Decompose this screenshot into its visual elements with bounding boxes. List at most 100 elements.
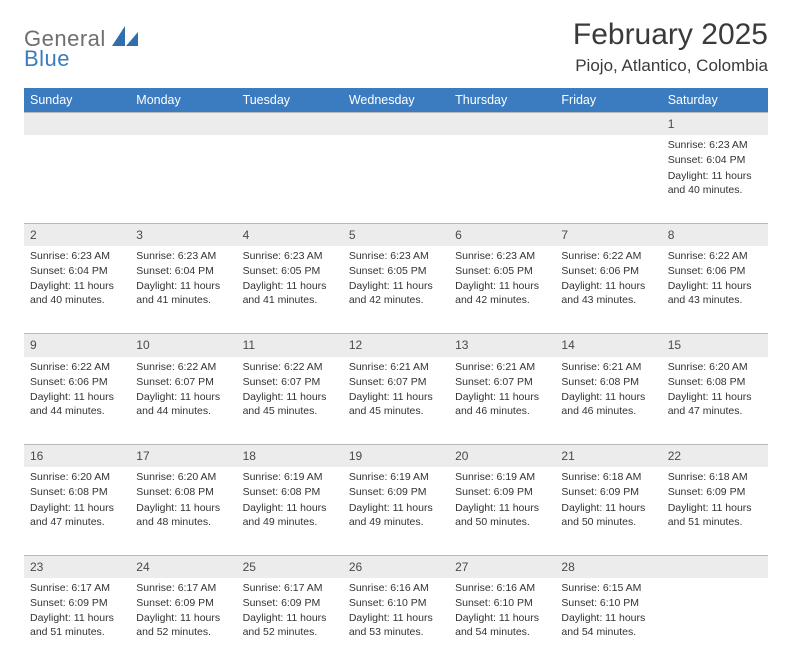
day-16-cell: Sunrise: 6:20 AMSunset: 6:08 PMDaylight:…	[24, 467, 130, 555]
sunrise-line: Sunrise: 6:17 AM	[30, 581, 124, 595]
sunset-line: Sunset: 6:06 PM	[30, 375, 124, 389]
daylight-line: Daylight: 11 hours and 54 minutes.	[561, 611, 655, 639]
week-0-body: Sunrise: 6:23 AMSunset: 6:04 PMDaylight:…	[24, 135, 768, 223]
daylight-line: Daylight: 11 hours and 44 minutes.	[30, 390, 124, 418]
daynum-13: 13	[449, 334, 555, 357]
daylight-line: Daylight: 11 hours and 49 minutes.	[243, 501, 337, 529]
daylight-line: Daylight: 11 hours and 42 minutes.	[349, 279, 443, 307]
daynum-17: 17	[130, 445, 236, 468]
daynum-9: 9	[24, 334, 130, 357]
week-1-body: Sunrise: 6:23 AMSunset: 6:04 PMDaylight:…	[24, 246, 768, 334]
daynum-28: 28	[555, 555, 661, 578]
sunrise-line: Sunrise: 6:20 AM	[30, 470, 124, 484]
day-23-cell: Sunrise: 6:17 AMSunset: 6:09 PMDaylight:…	[24, 578, 130, 666]
sunset-line: Sunset: 6:09 PM	[349, 485, 443, 499]
sunset-line: Sunset: 6:09 PM	[561, 485, 655, 499]
sunset-line: Sunset: 6:05 PM	[455, 264, 549, 278]
sunset-line: Sunset: 6:08 PM	[136, 485, 230, 499]
daynum-19: 19	[343, 445, 449, 468]
week-3-body: Sunrise: 6:20 AMSunset: 6:08 PMDaylight:…	[24, 467, 768, 555]
daylight-line: Daylight: 11 hours and 48 minutes.	[136, 501, 230, 529]
sunrise-line: Sunrise: 6:22 AM	[30, 360, 124, 374]
day-empty	[130, 135, 236, 223]
daynum-7: 7	[555, 223, 661, 246]
weekday-saturday: Saturday	[662, 88, 768, 113]
daynum-1: 1	[662, 113, 768, 136]
daynum-18: 18	[237, 445, 343, 468]
sunrise-line: Sunrise: 6:20 AM	[668, 360, 762, 374]
daynum-8: 8	[662, 223, 768, 246]
daynum-15: 15	[662, 334, 768, 357]
daynum-empty	[237, 113, 343, 136]
daylight-line: Daylight: 11 hours and 46 minutes.	[455, 390, 549, 418]
day-10-cell: Sunrise: 6:22 AMSunset: 6:07 PMDaylight:…	[130, 357, 236, 445]
week-0-daynums: 1	[24, 113, 768, 136]
daynum-27: 27	[449, 555, 555, 578]
weekday-tuesday: Tuesday	[237, 88, 343, 113]
sunset-line: Sunset: 6:04 PM	[30, 264, 124, 278]
sunset-line: Sunset: 6:10 PM	[455, 596, 549, 610]
daylight-line: Daylight: 11 hours and 44 minutes.	[136, 390, 230, 418]
daynum-empty	[343, 113, 449, 136]
daylight-line: Daylight: 11 hours and 46 minutes.	[561, 390, 655, 418]
sunset-line: Sunset: 6:06 PM	[668, 264, 762, 278]
day-empty	[24, 135, 130, 223]
sunset-line: Sunset: 6:08 PM	[561, 375, 655, 389]
daylight-line: Daylight: 11 hours and 43 minutes.	[561, 279, 655, 307]
weekday-thursday: Thursday	[449, 88, 555, 113]
daylight-line: Daylight: 11 hours and 54 minutes.	[455, 611, 549, 639]
sunset-line: Sunset: 6:08 PM	[243, 485, 337, 499]
daylight-line: Daylight: 11 hours and 41 minutes.	[136, 279, 230, 307]
sunset-line: Sunset: 6:06 PM	[561, 264, 655, 278]
weekday-monday: Monday	[130, 88, 236, 113]
daynum-23: 23	[24, 555, 130, 578]
weekday-wednesday: Wednesday	[343, 88, 449, 113]
daynum-5: 5	[343, 223, 449, 246]
daynum-16: 16	[24, 445, 130, 468]
sunset-line: Sunset: 6:05 PM	[349, 264, 443, 278]
sunset-line: Sunset: 6:09 PM	[668, 485, 762, 499]
sunset-line: Sunset: 6:09 PM	[243, 596, 337, 610]
sunrise-line: Sunrise: 6:19 AM	[455, 470, 549, 484]
sunrise-line: Sunrise: 6:17 AM	[136, 581, 230, 595]
sunset-line: Sunset: 6:08 PM	[668, 375, 762, 389]
day-empty	[343, 135, 449, 223]
day-22-cell: Sunrise: 6:18 AMSunset: 6:09 PMDaylight:…	[662, 467, 768, 555]
daynum-12: 12	[343, 334, 449, 357]
day-26-cell: Sunrise: 6:16 AMSunset: 6:10 PMDaylight:…	[343, 578, 449, 666]
daynum-empty	[555, 113, 661, 136]
weekday-sunday: Sunday	[24, 88, 130, 113]
sunrise-line: Sunrise: 6:22 AM	[561, 249, 655, 263]
weekday-header-row: SundayMondayTuesdayWednesdayThursdayFrid…	[24, 88, 768, 113]
day-9-cell: Sunrise: 6:22 AMSunset: 6:06 PMDaylight:…	[24, 357, 130, 445]
daynum-11: 11	[237, 334, 343, 357]
day-27-cell: Sunrise: 6:16 AMSunset: 6:10 PMDaylight:…	[449, 578, 555, 666]
daynum-2: 2	[24, 223, 130, 246]
sunrise-line: Sunrise: 6:23 AM	[349, 249, 443, 263]
sunrise-line: Sunrise: 6:18 AM	[668, 470, 762, 484]
week-1-daynums: 2345678	[24, 223, 768, 246]
daylight-line: Daylight: 11 hours and 41 minutes.	[243, 279, 337, 307]
daylight-line: Daylight: 11 hours and 45 minutes.	[243, 390, 337, 418]
day-empty	[449, 135, 555, 223]
sunset-line: Sunset: 6:07 PM	[349, 375, 443, 389]
weekday-friday: Friday	[555, 88, 661, 113]
sunrise-line: Sunrise: 6:23 AM	[243, 249, 337, 263]
sunset-line: Sunset: 6:10 PM	[349, 596, 443, 610]
week-2-daynums: 9101112131415	[24, 334, 768, 357]
daynum-empty	[24, 113, 130, 136]
daynum-4: 4	[237, 223, 343, 246]
day-6-cell: Sunrise: 6:23 AMSunset: 6:05 PMDaylight:…	[449, 246, 555, 334]
day-empty	[555, 135, 661, 223]
sunset-line: Sunset: 6:05 PM	[243, 264, 337, 278]
daylight-line: Daylight: 11 hours and 40 minutes.	[668, 169, 762, 197]
logo-sail-icon	[112, 26, 138, 46]
week-4-daynums: 232425262728	[24, 555, 768, 578]
daynum-3: 3	[130, 223, 236, 246]
daynum-20: 20	[449, 445, 555, 468]
daylight-line: Daylight: 11 hours and 50 minutes.	[455, 501, 549, 529]
sunset-line: Sunset: 6:04 PM	[136, 264, 230, 278]
logo: General Blue	[24, 18, 138, 72]
day-empty	[662, 578, 768, 666]
sunrise-line: Sunrise: 6:20 AM	[136, 470, 230, 484]
